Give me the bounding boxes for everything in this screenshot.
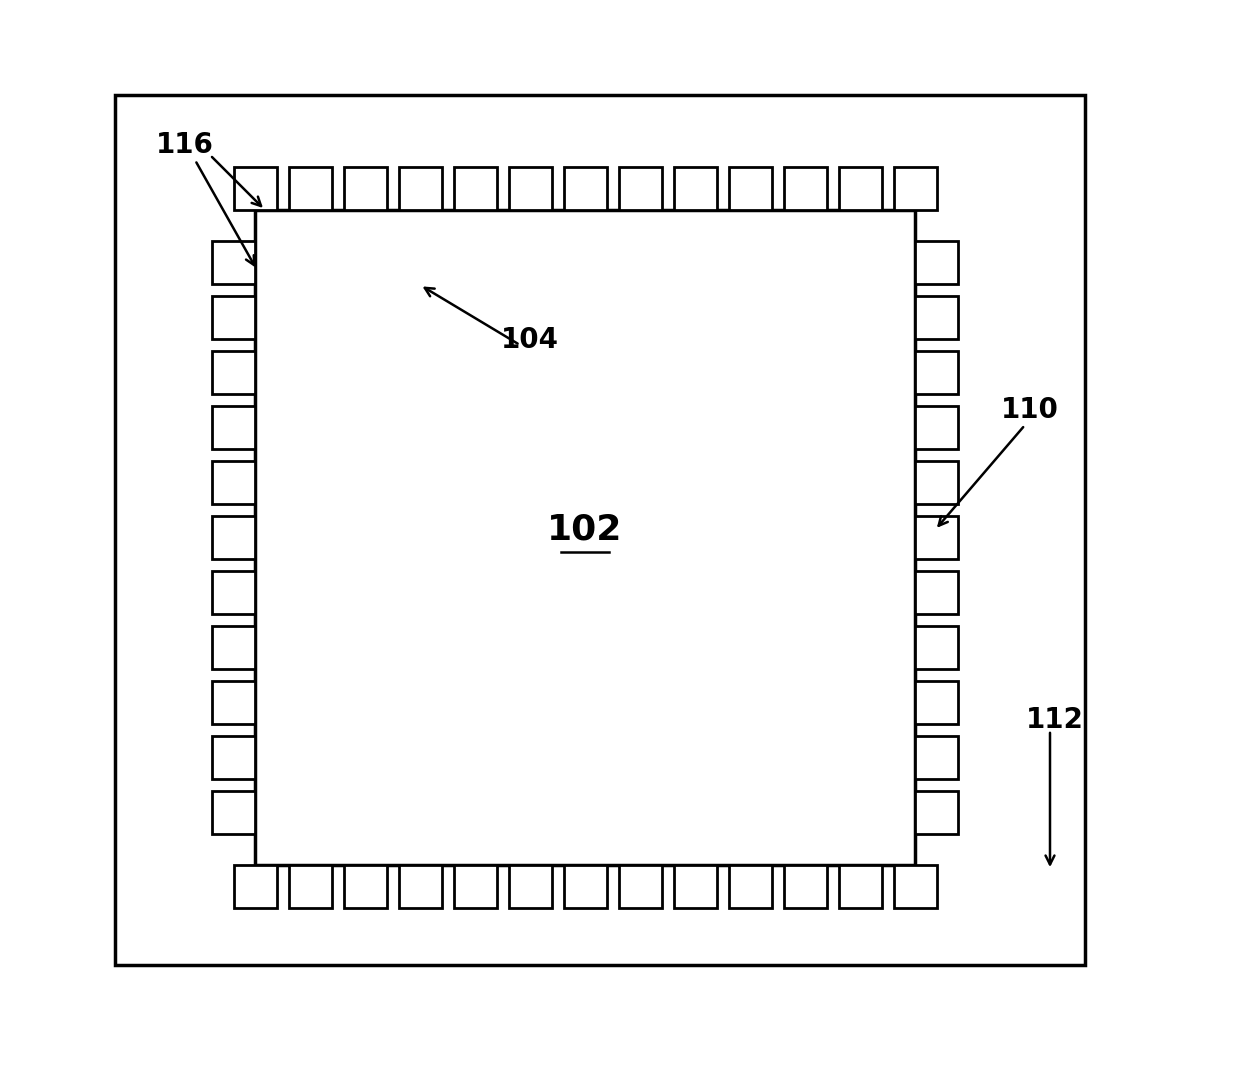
Bar <box>915 681 959 724</box>
Bar <box>212 460 255 504</box>
Bar <box>212 571 255 614</box>
Bar <box>212 351 255 394</box>
Text: 112: 112 <box>1025 706 1084 734</box>
Bar <box>915 626 959 669</box>
Bar <box>915 296 959 339</box>
Bar <box>255 210 915 866</box>
Bar <box>289 167 331 210</box>
Bar <box>233 167 277 210</box>
Bar <box>784 866 827 908</box>
Text: 110: 110 <box>1001 396 1059 424</box>
Bar <box>508 866 552 908</box>
Text: 102: 102 <box>547 513 622 547</box>
Bar <box>508 167 552 210</box>
Bar <box>115 94 1085 965</box>
Bar <box>915 241 959 285</box>
Bar <box>212 736 255 779</box>
Bar <box>673 866 717 908</box>
Bar <box>212 241 255 285</box>
Bar <box>894 167 936 210</box>
Bar <box>563 866 606 908</box>
Bar <box>784 167 827 210</box>
Bar <box>915 351 959 394</box>
Bar <box>915 571 959 614</box>
Bar <box>212 406 255 449</box>
Bar <box>289 866 331 908</box>
Bar <box>454 866 496 908</box>
Bar <box>915 791 959 834</box>
Bar <box>212 296 255 339</box>
Bar <box>838 167 882 210</box>
Bar <box>729 866 771 908</box>
Bar <box>212 681 255 724</box>
Bar <box>673 167 717 210</box>
Bar <box>233 866 277 908</box>
Bar <box>398 167 441 210</box>
Bar <box>915 460 959 504</box>
Text: 104: 104 <box>501 326 559 354</box>
Bar <box>619 167 661 210</box>
Bar <box>343 167 387 210</box>
Bar <box>729 167 771 210</box>
Bar <box>915 516 959 559</box>
Bar <box>398 866 441 908</box>
Bar <box>838 866 882 908</box>
Bar <box>212 791 255 834</box>
Bar <box>563 167 606 210</box>
Bar <box>212 516 255 559</box>
Bar <box>454 167 496 210</box>
Bar <box>894 866 936 908</box>
Bar <box>619 866 661 908</box>
Text: 116: 116 <box>156 131 215 159</box>
Bar <box>212 626 255 669</box>
Bar <box>915 406 959 449</box>
Bar <box>915 736 959 779</box>
Bar <box>343 866 387 908</box>
